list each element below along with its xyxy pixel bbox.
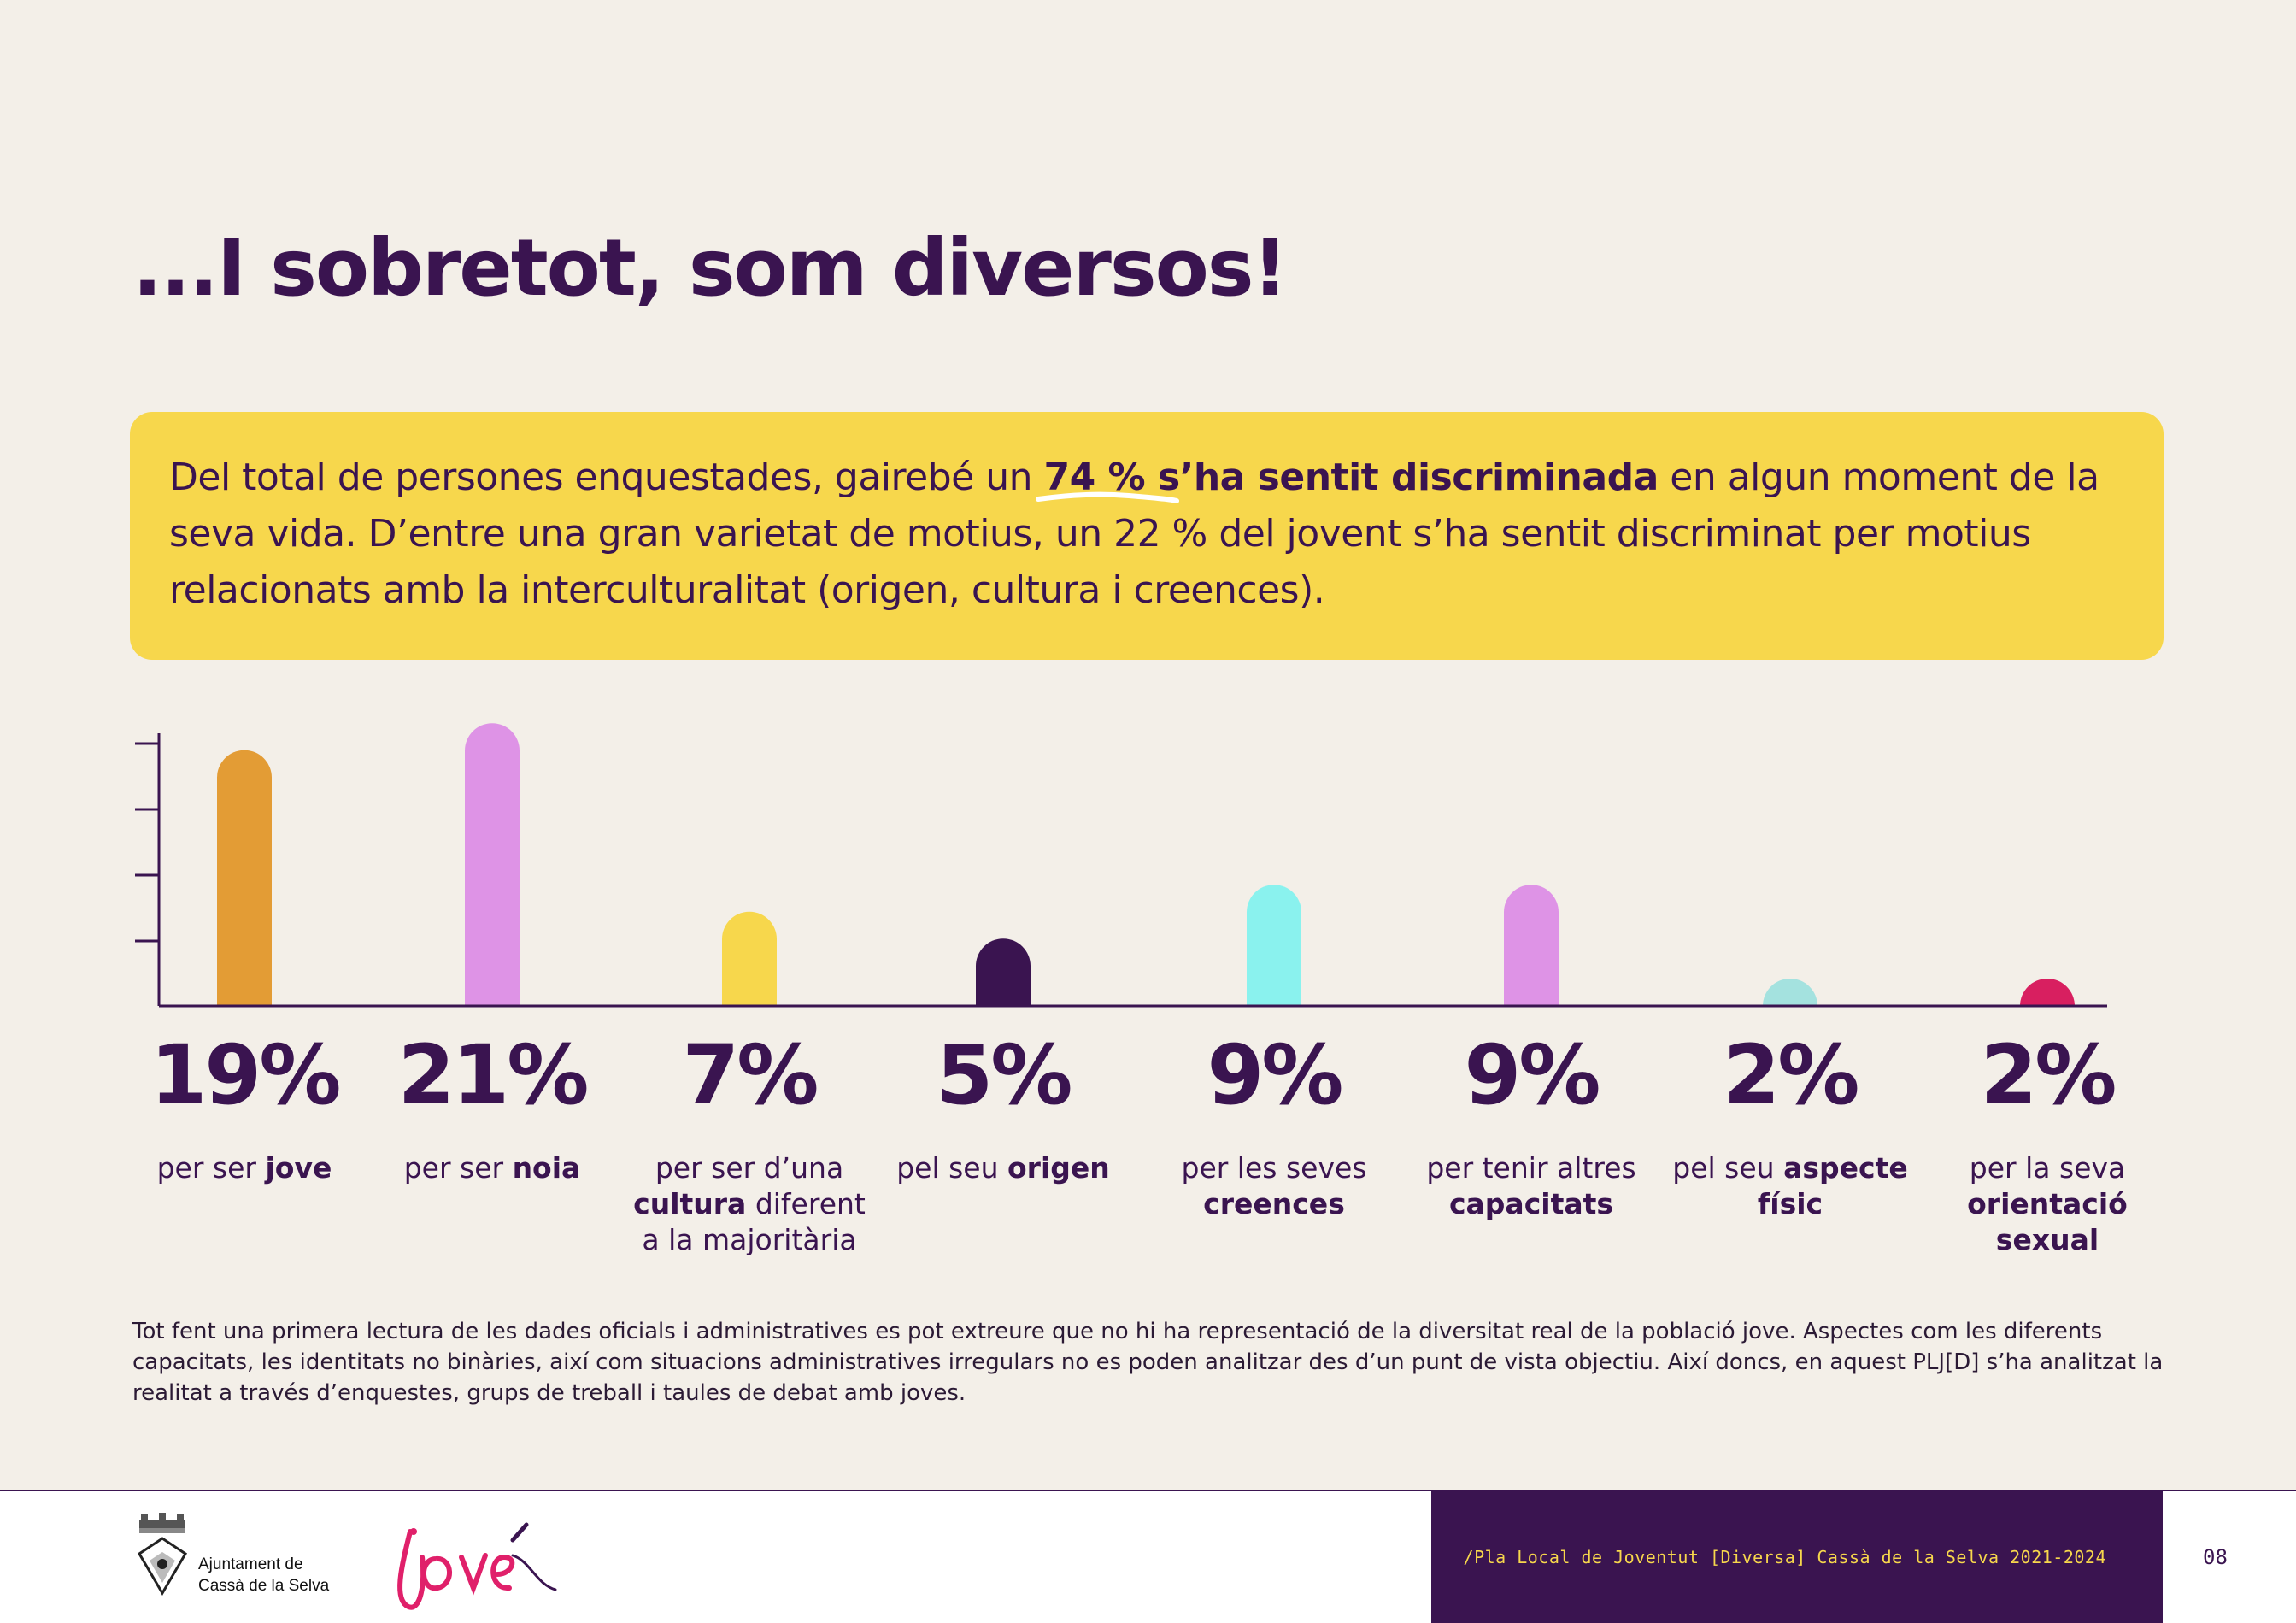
stat-label: 5% pel seu origen (884, 1034, 1123, 1186)
stat-label: 9% per les seves creences (1154, 1034, 1394, 1222)
jove-brand-logo (397, 1522, 557, 1610)
page-number: 08 (2203, 1545, 2228, 1569)
bar (1247, 885, 1301, 1006)
data-label: 2% (1723, 1027, 1860, 1123)
data-label: 19% (150, 1027, 342, 1123)
bar (1504, 885, 1559, 1006)
page-title: ...I sobretot, som diversos! (132, 222, 1289, 314)
bar (1763, 979, 1817, 1006)
footer-divider (0, 1490, 2296, 1491)
callout-text-1: Del total de persones enquestades, gaire… (169, 456, 1044, 499)
category-label: per ser d’una cultura diferent a la majo… (633, 1151, 866, 1256)
discrimination-bar-chart (135, 723, 2107, 1008)
stat-label: 9% per tenir altres capacitats (1412, 1034, 1651, 1222)
footer-plan-band: /Pla Local de Joventut [Diversa] Cassà d… (1431, 1491, 2163, 1623)
data-label: 21% (397, 1027, 590, 1123)
category-label: per tenir altres capacitats (1426, 1151, 1636, 1220)
callout-text: Del total de persones enquestades, gaire… (169, 450, 2126, 619)
highlight-callout: Del total de persones enquestades, gaire… (130, 412, 2164, 660)
footnote: Tot fent una primera lectura de les dade… (132, 1319, 2164, 1406)
data-label: 9% (1207, 1027, 1344, 1123)
callout-highlight: 74 % s’ha sentit discriminada (1036, 456, 1659, 503)
data-label: 9% (1464, 1027, 1601, 1123)
stat-label: 2% pel seu aspecte físic (1671, 1034, 1910, 1222)
plan-label: /Pla Local de Joventut [Diversa] Cassà d… (1463, 1547, 2106, 1567)
stat-label: 21% per ser noia (373, 1034, 612, 1186)
category-label: per ser jove (156, 1151, 332, 1185)
data-label: 7% (682, 1027, 819, 1123)
category-label: pel seu origen (896, 1151, 1110, 1185)
callout-highlight-text: 74 % s’ha sentit discriminada (1043, 456, 1659, 499)
stat-label: 7% per ser d’una cultura diferent a la ma… (630, 1034, 869, 1258)
org-line-2: Cassà de la Selva (198, 1577, 330, 1595)
bar (465, 723, 520, 1006)
bar (722, 911, 777, 1006)
data-label: 5% (936, 1027, 1073, 1123)
data-label: 2% (1980, 1027, 2117, 1123)
category-label: per la seva orientació sexual (1967, 1151, 2128, 1256)
bar (2020, 979, 2075, 1006)
underline-mark-icon (1036, 491, 1180, 503)
municipal-crest-logo (137, 1513, 188, 1596)
category-label: per les seves creences (1181, 1151, 1367, 1220)
category-label: pel seu aspecte físic (1672, 1151, 1908, 1220)
stat-label: 2% per la seva orientació sexual (1928, 1034, 2167, 1258)
callout-text-2: en algun moment de la seva vida. D’entre… (169, 456, 2099, 612)
stat-label: 19% per ser jove (125, 1034, 364, 1186)
category-label: per ser noia (403, 1151, 581, 1185)
bar (217, 750, 272, 1006)
bar (976, 938, 1031, 1006)
municipality-name: Ajuntament de Cassà de la Selva (198, 1554, 329, 1597)
org-line-1: Ajuntament de (198, 1555, 303, 1573)
